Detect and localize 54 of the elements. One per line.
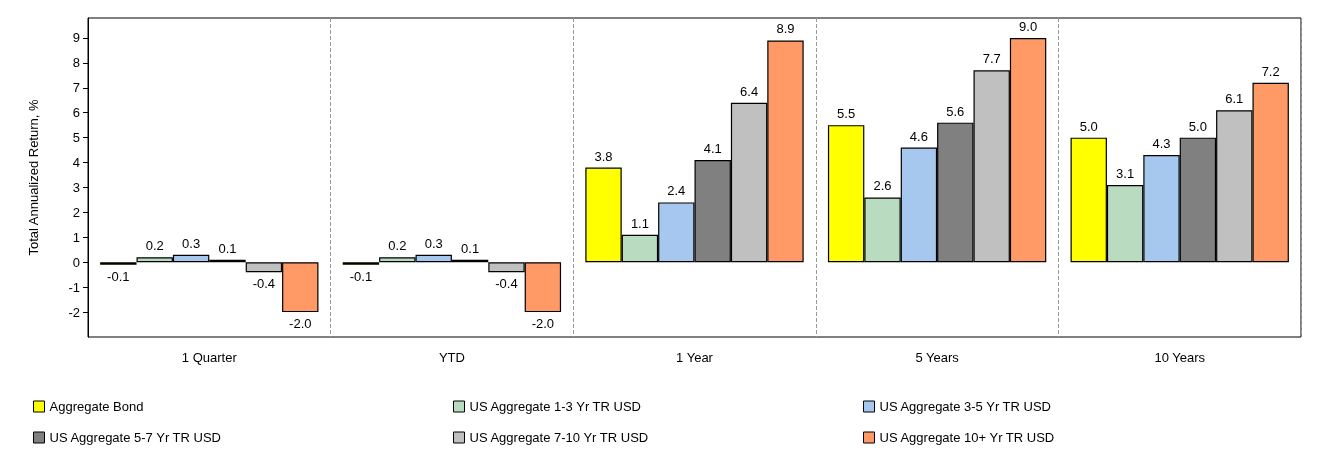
x-tick-label: 10 Years	[1154, 350, 1206, 365]
y-tick-label: 6	[72, 105, 80, 121]
data-label: -2.0	[531, 316, 555, 332]
data-label: 5.5	[837, 106, 856, 122]
data-label: -0.1	[107, 268, 130, 284]
y-tick-label: 4	[72, 155, 80, 171]
data-label: 0.1	[218, 240, 237, 256]
legend-label: US Aggregate 1-3 Yr TR USD	[469, 399, 641, 414]
y-tick-label: 7	[72, 80, 80, 96]
legend-label: US Aggregate 3-5 Yr TR USD	[879, 399, 1051, 414]
data-label: 3.1	[1116, 165, 1135, 181]
data-label: 6.4	[740, 83, 759, 99]
data-label: -2.0	[289, 316, 312, 332]
data-label: 5.6	[946, 103, 965, 119]
y-tick-label: 2	[72, 204, 80, 220]
data-label: 4.1	[703, 141, 722, 157]
y-tick-label: -1	[68, 279, 80, 295]
data-label: 0.2	[388, 238, 407, 254]
y-tick-label: 5	[72, 130, 80, 146]
y-tick-label: 9	[72, 30, 80, 46]
legend-label: US Aggregate 5-7 Yr TR USD	[49, 430, 221, 445]
y-tick-label: 1	[72, 229, 80, 245]
data-label: 1.1	[630, 215, 649, 231]
data-label: 8.9	[776, 21, 795, 37]
data-label: -0.4	[495, 276, 518, 292]
x-tick-label: 1 Quarter	[181, 350, 238, 365]
data-label: 4.6	[909, 128, 928, 144]
legend-label: US Aggregate 10+ Yr TR USD	[879, 430, 1055, 445]
data-label: 0.3	[182, 235, 201, 251]
data-label: 7.7	[982, 51, 1001, 67]
y-tick-label: -2	[68, 304, 80, 320]
data-label: 9.0	[1019, 18, 1038, 34]
y-axis-title: Total Annualized Return, %	[26, 99, 41, 256]
x-tick-label: YTD	[438, 350, 465, 365]
data-label: 0.1	[461, 240, 480, 256]
y-tick-label: 0	[72, 254, 80, 270]
y-tick-label: 8	[72, 55, 80, 71]
data-label: 4.3	[1152, 136, 1171, 152]
data-label: 6.1	[1225, 91, 1244, 107]
legend-label: Aggregate Bond	[49, 399, 144, 414]
legend-label: US Aggregate 7-10 Yr TR USD	[469, 430, 649, 445]
data-label: 5.0	[1079, 118, 1098, 134]
data-label: -0.4	[252, 276, 276, 292]
x-tick-label: 5 Years	[915, 350, 960, 365]
data-label: 3.8	[594, 148, 613, 164]
data-label: 0.2	[145, 238, 164, 254]
data-label: 5.0	[1188, 118, 1207, 134]
data-label: 2.6	[873, 178, 892, 194]
data-label: 7.2	[1261, 63, 1280, 79]
data-label: 0.3	[424, 235, 443, 251]
x-tick-label: 1 Year	[676, 350, 714, 365]
data-label: 2.4	[667, 183, 686, 199]
data-label: -0.1	[349, 268, 373, 284]
y-tick-label: 3	[72, 179, 80, 195]
